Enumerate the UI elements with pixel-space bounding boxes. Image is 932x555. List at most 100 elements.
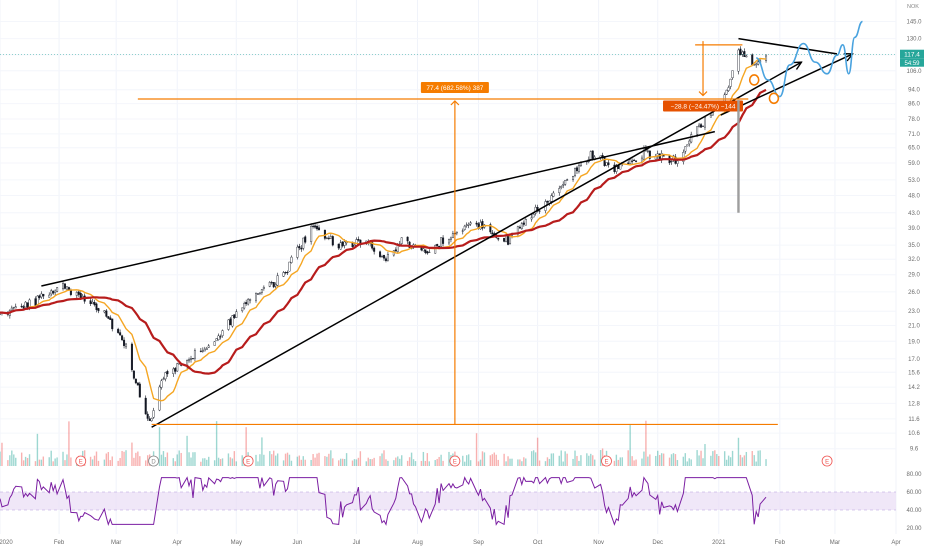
volume-bar — [202, 458, 204, 466]
candle-body — [191, 358, 194, 360]
candle-body — [262, 286, 265, 289]
candle-body — [201, 350, 204, 352]
volume-bar — [660, 453, 663, 466]
candle-body — [357, 239, 360, 241]
volume-bar — [662, 453, 665, 466]
volume-bar — [339, 458, 342, 466]
candle-body — [268, 282, 271, 287]
candle-body — [447, 239, 450, 244]
volume-bar — [393, 460, 395, 466]
candle-body — [26, 302, 29, 309]
candle-body — [12, 307, 15, 309]
volume-bar — [466, 455, 468, 466]
candle-body — [467, 224, 470, 226]
volume-bar — [22, 460, 25, 466]
volume-bar — [261, 437, 263, 466]
candle-body — [507, 236, 510, 245]
candle-body — [138, 383, 141, 398]
volume-bar — [448, 451, 450, 466]
volume-bar — [381, 453, 383, 466]
candle-body — [65, 286, 68, 290]
volume-bar — [282, 460, 285, 466]
volume-bar — [109, 460, 111, 466]
candle-body — [286, 272, 289, 274]
volume-bar — [206, 459, 208, 466]
volume-bar — [491, 454, 494, 466]
axes-layer: 80.00 60.00 40.00 20.00 145.0 130.0 106.0 94.0 8… — [0, 4, 924, 546]
volume-bar — [345, 453, 348, 466]
volume-bar — [704, 444, 706, 466]
candle-body — [383, 255, 386, 259]
volume-bar — [332, 458, 334, 466]
candle-body — [203, 348, 206, 352]
volume-bar — [410, 452, 413, 466]
candle-body — [451, 233, 454, 239]
earnings-marker — [75, 455, 87, 467]
time-tick-label: 2020 — [0, 540, 13, 546]
volume-bar — [188, 452, 190, 466]
candle-body — [193, 350, 196, 359]
candle-body — [505, 235, 508, 242]
volume-bar — [552, 453, 555, 466]
volume-bar — [743, 455, 746, 466]
volume-bar — [493, 452, 495, 466]
candle-body — [243, 303, 246, 309]
volume-bar — [62, 451, 64, 466]
time-tick-label: Mar — [830, 540, 840, 546]
volume-bar — [137, 451, 139, 466]
volume-bar — [54, 458, 56, 466]
candlestick-series — [0, 46, 768, 422]
candle-body — [331, 236, 334, 246]
candle-body — [491, 232, 494, 235]
volume-bar — [93, 455, 96, 466]
volume-bar — [408, 457, 411, 466]
volume-bar — [176, 454, 178, 466]
candle-body — [337, 243, 340, 249]
grid-layer — [0, 0, 897, 534]
volume-bar — [241, 455, 243, 466]
price-tick-label: 23.0 — [908, 309, 920, 315]
candle-body — [741, 51, 744, 55]
candle-body — [125, 343, 128, 348]
candle-body — [152, 410, 155, 418]
candle-body — [93, 302, 96, 306]
candle-body — [341, 241, 344, 247]
candle-body — [254, 293, 257, 301]
candle-body — [217, 335, 220, 340]
candle-body — [241, 307, 244, 312]
candle-body — [56, 287, 59, 292]
volume-bar — [397, 456, 399, 466]
candle-body — [503, 237, 506, 242]
candle-body — [461, 230, 464, 232]
candle-body — [231, 315, 234, 327]
volume-bar — [97, 460, 100, 466]
candle-body — [635, 160, 638, 162]
volume-bar — [462, 455, 464, 466]
volume-bar — [387, 460, 389, 466]
volume-bar — [550, 453, 553, 466]
volume-bar — [617, 459, 620, 466]
candle-body — [438, 246, 441, 248]
earnings-marker-label: E — [246, 459, 250, 465]
volume-bar — [263, 454, 265, 466]
volume-bar — [286, 452, 289, 466]
short-measure-label: −28.8 (−24.47%) −144 — [671, 104, 736, 111]
candle-body — [312, 225, 315, 227]
volume-bar — [686, 461, 688, 466]
candle-body — [207, 345, 210, 348]
volume-bar — [164, 457, 167, 466]
candle-body — [489, 224, 492, 233]
volume-bar — [647, 456, 649, 466]
moving-average-line — [0, 57, 767, 402]
candle-body — [394, 249, 397, 252]
candle-body — [757, 61, 760, 65]
price-tick-label: 78.0 — [908, 117, 920, 123]
volume-bar — [544, 461, 547, 466]
volume-bar — [298, 455, 301, 466]
price-tick-label: 43.0 — [908, 211, 920, 217]
candle-body — [109, 317, 112, 320]
volume-bar — [70, 457, 72, 466]
volume-bar — [395, 457, 397, 466]
candle-body — [670, 161, 673, 163]
volume-bar — [759, 450, 761, 466]
